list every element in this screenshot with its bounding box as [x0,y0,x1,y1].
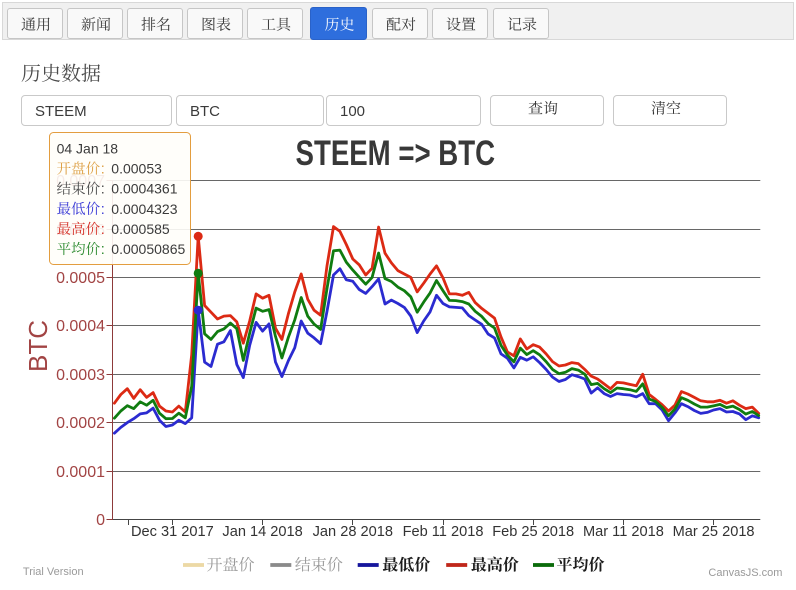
svg-text:BTC: BTC [23,320,53,372]
svg-text::: : [101,162,105,178]
svg-text:Mar 11 2018: Mar 11 2018 [583,524,664,540]
svg-text:Dec 31 2017: Dec 31 2017 [131,524,214,540]
svg-text:STEEM => BTC: STEEM => BTC [296,133,496,173]
svg-text::: : [101,222,105,238]
svg-text:0.000585: 0.000585 [111,221,170,237]
svg-text:0.0005: 0.0005 [56,270,105,287]
svg-text:CanvasJS.com: CanvasJS.com [708,567,782,579]
svg-text::: : [101,202,105,218]
svg-text:0.0004: 0.0004 [56,318,105,335]
svg-text:0.0003: 0.0003 [56,367,105,384]
svg-text:0.0001: 0.0001 [56,464,105,481]
svg-text:Jan 14 2018: Jan 14 2018 [222,524,302,540]
svg-text:Feb 25 2018: Feb 25 2018 [492,524,574,540]
svg-text::: : [101,242,105,258]
svg-text:0.0004361: 0.0004361 [111,181,177,197]
svg-text:0.0004323: 0.0004323 [111,201,177,217]
svg-text::: : [101,182,105,198]
svg-text:Trial Version: Trial Version [23,566,84,578]
svg-text:0: 0 [96,512,105,529]
svg-text:04 Jan 18: 04 Jan 18 [57,141,119,157]
svg-text:Mar 25 2018: Mar 25 2018 [673,524,755,540]
svg-text:0.00053: 0.00053 [111,161,162,177]
svg-text:Feb 11 2018: Feb 11 2018 [403,524,484,540]
svg-text:0.0002: 0.0002 [56,415,105,432]
svg-text:0.00050865: 0.00050865 [111,241,185,257]
svg-text:Jan 28 2018: Jan 28 2018 [313,524,393,540]
